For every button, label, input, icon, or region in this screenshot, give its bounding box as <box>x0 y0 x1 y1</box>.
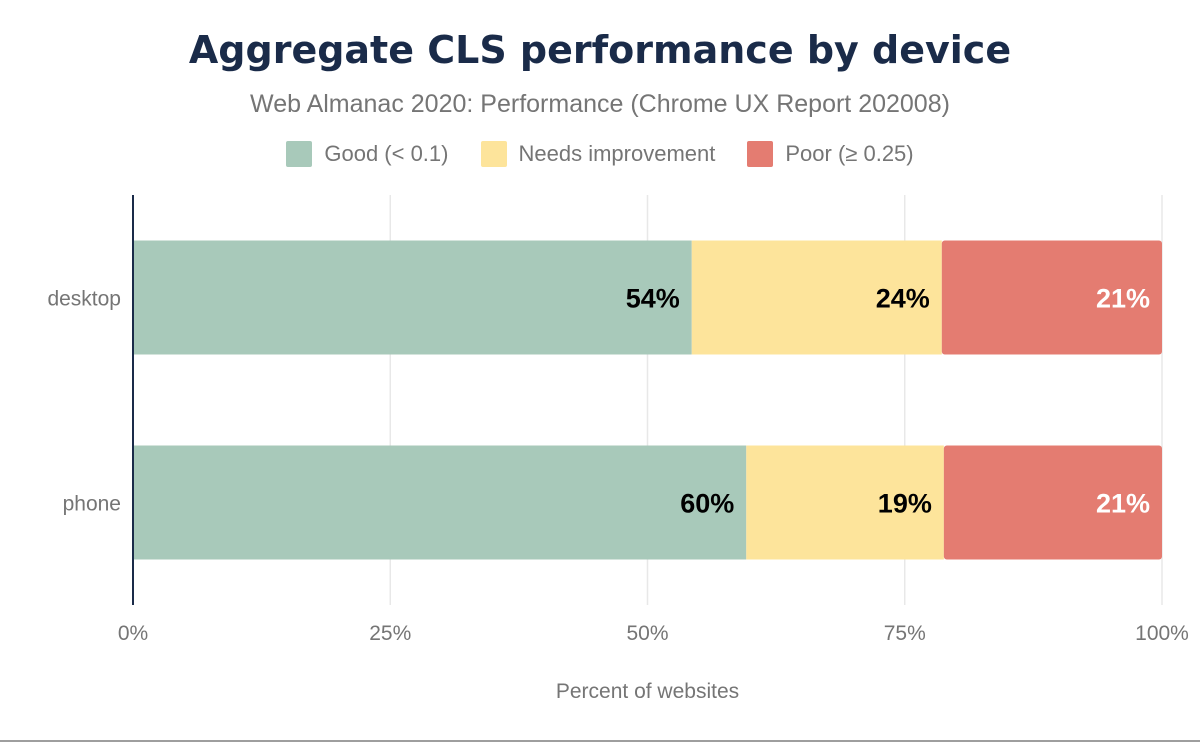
legend-label-good: Good (< 0.1) <box>324 141 449 166</box>
data-label: 60% <box>680 489 734 519</box>
x-tick-label: 25% <box>369 622 411 645</box>
data-label: 21% <box>1096 284 1150 314</box>
x-tick-label: 100% <box>1135 622 1189 645</box>
x-tick-label: 50% <box>626 622 668 645</box>
bar-segment <box>133 445 747 560</box>
legend: Good (< 0.1) Needs improvement Poor (≥ 0… <box>0 141 1200 167</box>
legend-swatch-poor <box>747 141 774 167</box>
data-label: 19% <box>878 489 932 519</box>
x-tick-label: 0% <box>118 622 148 645</box>
x-tick-label: 75% <box>884 622 926 645</box>
legend-item-poor: Poor (≥ 0.25) <box>747 141 914 167</box>
bar-segment <box>943 445 1162 560</box>
legend-item-needs-improvement: Needs improvement <box>480 141 716 167</box>
category-label: desktop <box>47 288 121 311</box>
bar-segment <box>133 240 692 355</box>
data-label: 24% <box>876 284 930 314</box>
legend-label-poor: Poor (≥ 0.25) <box>785 141 914 166</box>
bar-segment <box>941 240 1162 355</box>
legend-label-needs-improvement: Needs improvement <box>518 141 716 166</box>
bar-segment <box>746 445 944 560</box>
chart-subtitle: Web Almanac 2020: Performance (Chrome UX… <box>250 90 950 118</box>
bottom-border <box>0 740 1200 742</box>
x-axis-label: Percent of websites <box>556 680 739 703</box>
data-label: 54% <box>626 284 680 314</box>
legend-swatch-good <box>286 141 313 167</box>
category-label: phone <box>63 493 121 516</box>
chart-title: Aggregate CLS performance by device <box>188 28 1012 72</box>
legend-item-good: Good (< 0.1) <box>286 141 449 167</box>
bar-segment <box>691 240 942 355</box>
data-label: 21% <box>1096 489 1150 519</box>
legend-swatch-needs-improvement <box>480 141 507 167</box>
